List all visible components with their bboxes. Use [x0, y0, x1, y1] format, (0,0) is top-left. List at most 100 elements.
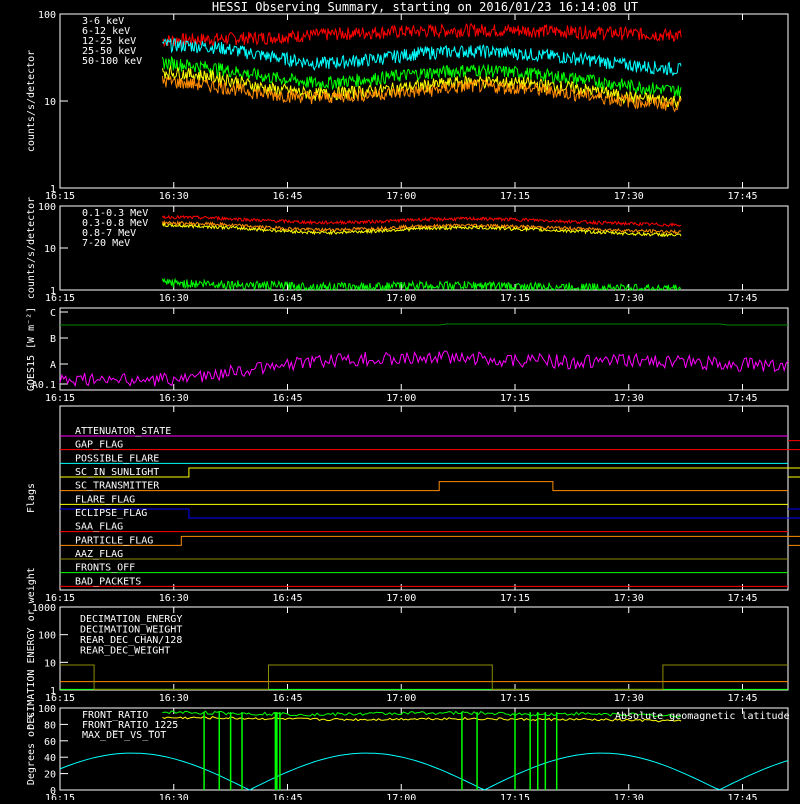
series-line — [162, 716, 682, 723]
flag-label: FRONTS_OFF — [75, 563, 135, 574]
series-line — [162, 38, 682, 77]
panels: 16:15 16:30 16:45 17:00 17:15 17:30 17:45 count… — [26, 10, 800, 804]
x-tick-label: 17:15 — [500, 191, 530, 202]
flag-label: POSSIBLE_FLARE — [75, 453, 159, 464]
flag-line — [60, 481, 788, 492]
x-tick-label: 17:45 — [727, 593, 757, 604]
y-tick-label: 10 — [44, 244, 56, 255]
flag-label: ECLIPSE_FLAG — [75, 508, 147, 519]
y-tick-label: 10 — [44, 658, 56, 669]
x-tick-label: 16:45 — [272, 593, 302, 604]
y-tick-label: 1 — [50, 686, 56, 697]
series-line — [162, 22, 682, 49]
x-tick-label: 16:30 — [159, 593, 189, 604]
legend-entry: 3-6 keV — [82, 16, 124, 27]
flag-label: SAA_FLAG — [75, 522, 123, 533]
y-axis-label: GOES15 [W m⁻²] — [26, 307, 37, 391]
x-tick-label: 16:30 — [159, 693, 189, 704]
y-tick-label: 1000 — [32, 603, 56, 614]
x-tick-label: 17:30 — [614, 393, 644, 404]
panel-frame — [59, 405, 789, 591]
y-tick-label: A — [50, 360, 56, 371]
y-axis-label: counts/s/detector — [26, 50, 37, 152]
series-line — [59, 752, 789, 791]
y-axis-label: counts/s/detector — [26, 197, 37, 299]
panel-frame — [59, 606, 789, 691]
flag-label: AAZ_FLAG — [75, 549, 123, 560]
flag-line — [60, 440, 800, 451]
y-tick-label: B — [50, 334, 56, 345]
series-line — [59, 350, 789, 387]
flag-label: SC_TRANSMITTER — [75, 481, 160, 492]
y-axis-label: Degrees or % — [26, 713, 37, 785]
x-tick-label: 17:00 — [386, 191, 416, 202]
panel-flags: 16:15 16:30 16:45 17:00 17:15 17:30 17:45 Flags… — [26, 405, 800, 604]
x-tick-label: 16:15 — [45, 293, 75, 304]
flag-label: BAD_PACKETS — [75, 576, 141, 587]
x-tick-label: 16:15 — [45, 793, 75, 800]
series-line — [161, 55, 682, 98]
x-tick-label: 16:30 — [159, 393, 189, 404]
panel-decimation: 16:15 16:30 16:45 17:00 17:15 17:30 17:45 DECIM… — [26, 567, 789, 730]
x-tick-label: 17:00 — [386, 693, 416, 704]
x-tick-label: 17:30 — [614, 191, 644, 202]
y-tick-label: 100 — [38, 10, 56, 21]
x-tick-label: 16:15 — [45, 593, 75, 604]
x-tick-label: 16:45 — [272, 393, 302, 404]
panel-frame — [59, 307, 789, 391]
legend-entry: 0.8-7 MeV — [82, 228, 136, 239]
legend-entry: REAR_DEC_WEIGHT — [80, 646, 170, 657]
x-tick-label: 17:00 — [386, 293, 416, 304]
y-axis-label: DECIMATION ENERGY or weight — [26, 567, 37, 730]
x-tick-label: 17:45 — [727, 191, 757, 202]
panel-ratio: 16:15 16:30 16:45 17:00 17:15 17:30 17:45 Degre… — [26, 704, 790, 804]
y-tick-label: 40 — [44, 753, 56, 764]
series-line — [161, 277, 682, 292]
x-tick-label: 16:15 — [45, 191, 75, 202]
x-tick-label: 16:30 — [159, 793, 189, 800]
legend-entry: REAR_DEC_CHAN/128 — [80, 635, 182, 646]
x-tick-label: 17:45 — [727, 293, 757, 304]
y-tick-label: 80 — [44, 720, 56, 731]
series-line — [161, 75, 682, 113]
x-tick-label: 17:45 — [727, 793, 757, 800]
legend-entry: 0.3-0.8 MeV — [82, 218, 148, 229]
x-tick-label: 17:45 — [727, 393, 757, 404]
legend-entry: 7-20 MeV — [82, 238, 130, 249]
y-axis-label: Flags — [26, 483, 37, 513]
x-tick-label: 16:45 — [272, 191, 302, 202]
legend-entry: 12-25 keV — [82, 36, 136, 47]
x-tick-label: 17:30 — [614, 293, 644, 304]
panel-goes: 16:15 16:30 16:45 17:00 17:15 17:30 17:45 GOES1… — [26, 307, 789, 404]
x-tick-label: 16:45 — [272, 693, 302, 704]
flag-line — [60, 467, 800, 478]
x-tick-label: 17:15 — [500, 293, 530, 304]
flag-label: PARTICLE_FLAG — [75, 535, 153, 546]
panel-xray: 16:15 16:30 16:45 17:00 17:15 17:30 17:45 count… — [26, 10, 789, 202]
x-tick-label: 17:15 — [500, 393, 530, 404]
x-tick-label: 17:00 — [386, 593, 416, 604]
legend-entry: 0.1-0.3 MeV — [82, 208, 148, 219]
x-tick-label: 17:00 — [386, 393, 416, 404]
flag-label: SC_IN_SUNLIGHT — [75, 467, 159, 478]
x-tick-label: 16:45 — [272, 793, 302, 800]
x-tick-label: 16:30 — [159, 191, 189, 202]
chart-title: HESSI Observing Summary, starting on 201… — [212, 0, 638, 14]
series-line — [161, 219, 682, 235]
y-tick-label: 10 — [44, 97, 56, 108]
y-tick-label: 100 — [38, 704, 56, 715]
flag-label: GAP_FLAG — [75, 440, 123, 451]
panel-gamma: 16:15 16:30 16:45 17:00 17:15 17:30 17:45 count… — [26, 197, 789, 304]
x-tick-label: 17:15 — [500, 793, 530, 800]
y-tick-label: A0.1 — [32, 380, 56, 391]
y-tick-label: 60 — [44, 737, 56, 748]
y-tick-label: C — [50, 308, 56, 319]
x-tick-label: 17:45 — [727, 693, 757, 704]
x-tick-label: 17:30 — [614, 693, 644, 704]
legend-entry: FRONT_RATIO — [82, 710, 148, 721]
flag-label: ATTENUATOR_STATE — [75, 426, 171, 437]
x-tick-label: 17:30 — [614, 593, 644, 604]
series-line — [60, 323, 788, 326]
series-line — [161, 64, 682, 108]
